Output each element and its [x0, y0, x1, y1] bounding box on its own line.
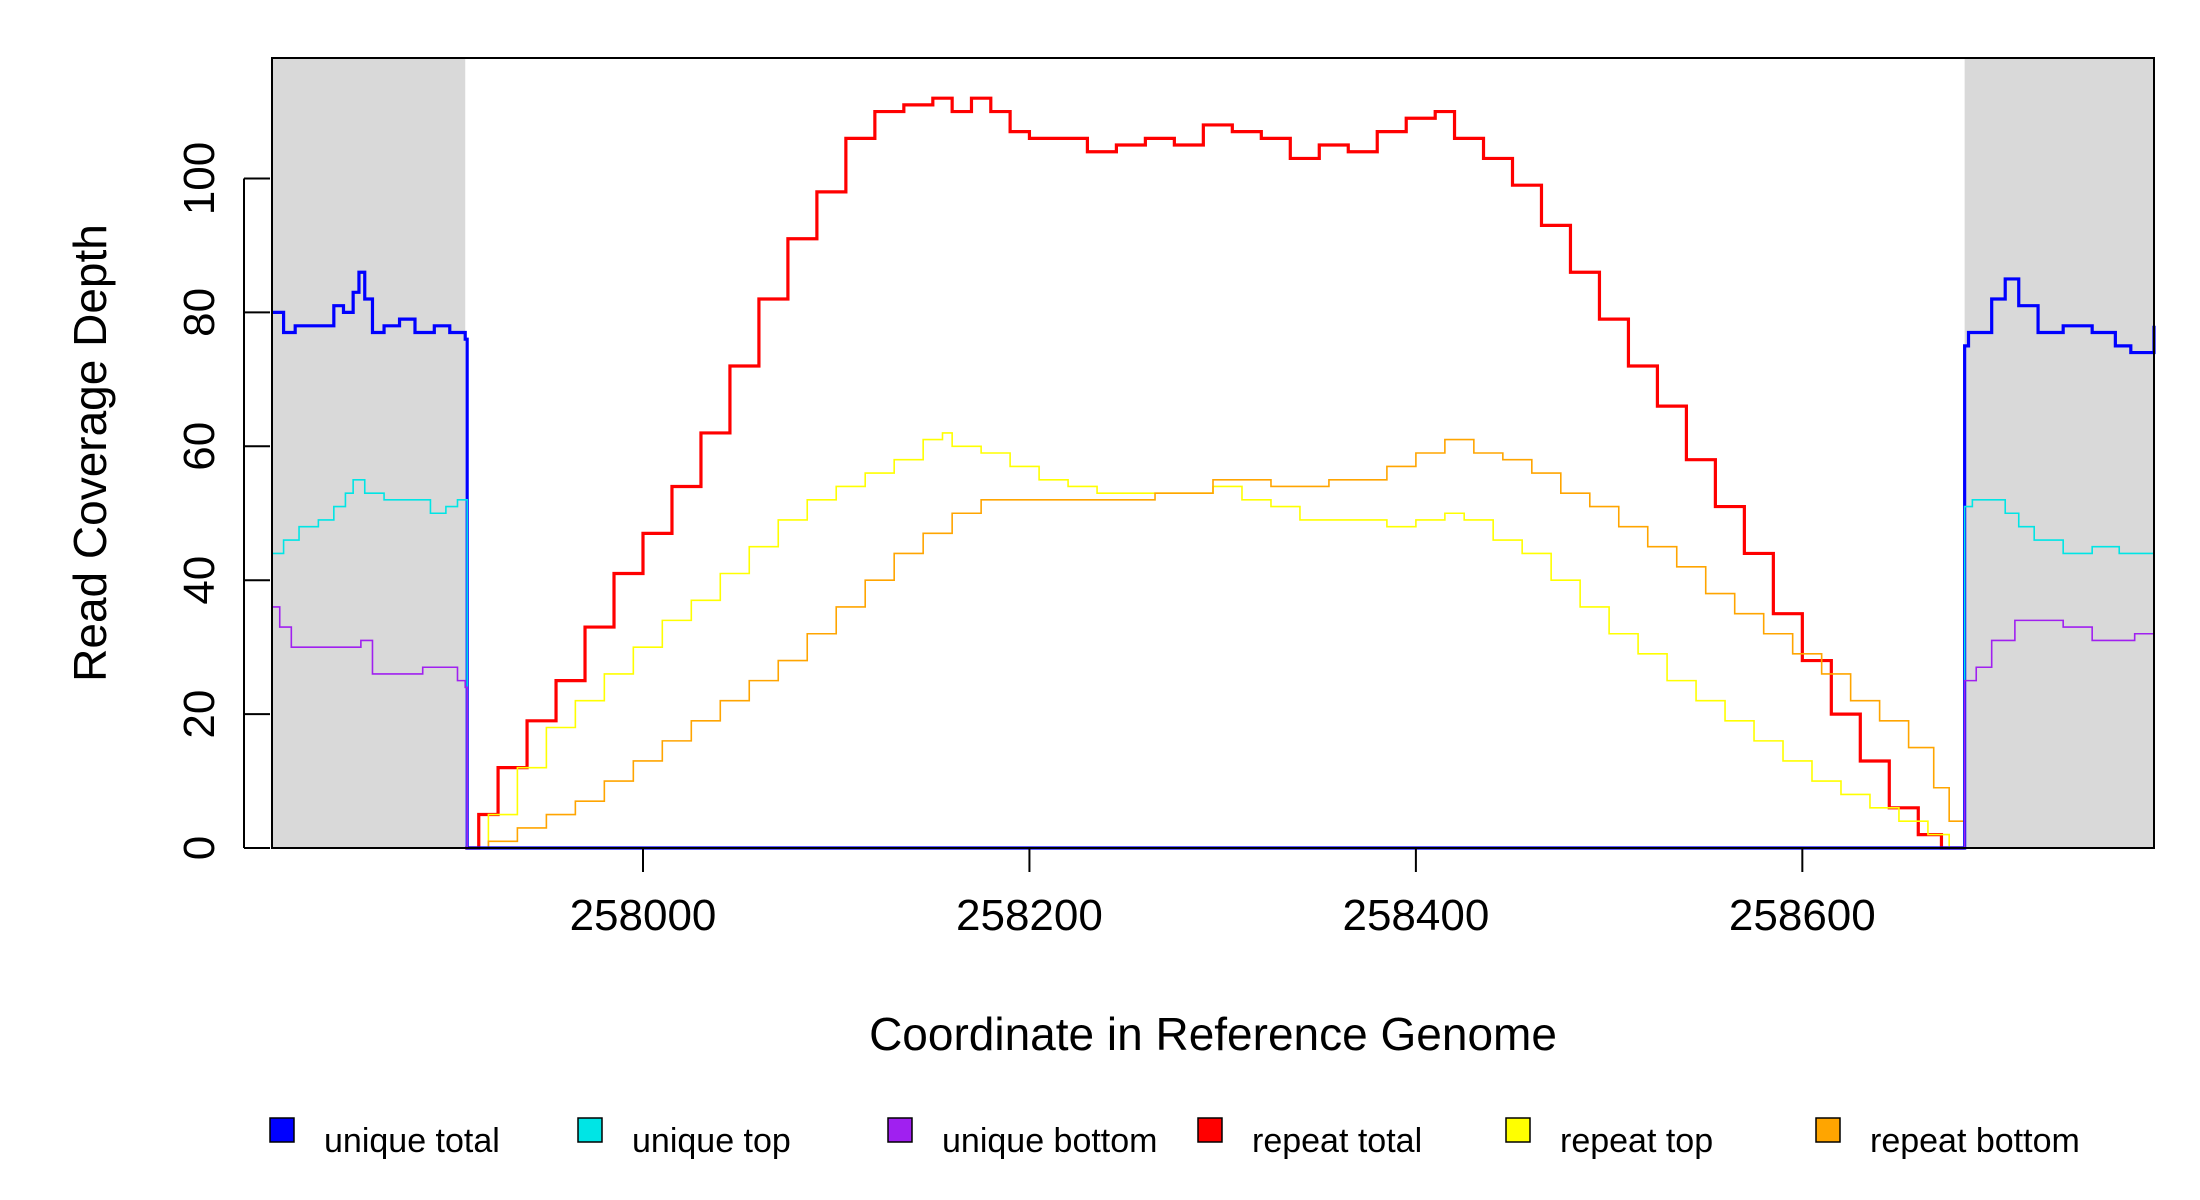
legend-label: repeat bottom [1870, 1122, 2080, 1160]
series-line-repeat-total [465, 96, 1965, 850]
x-tick-label: 258400 [1342, 891, 1489, 940]
plot-frame [271, 57, 2155, 849]
legend-label: unique top [632, 1122, 791, 1160]
x-tick-label: 258200 [956, 891, 1103, 940]
legend-swatch [577, 1117, 603, 1143]
series-line-repeat-top [465, 432, 1965, 849]
legend-swatch [887, 1117, 913, 1143]
shaded-region-1 [1964, 58, 2154, 848]
legend-label: repeat total [1252, 1122, 1422, 1160]
y-tick-label: 0 [175, 836, 224, 860]
y-tick-label: 100 [175, 142, 224, 215]
legend-swatch [1505, 1117, 1531, 1143]
x-tick-label: 258600 [1729, 891, 1876, 940]
series-line-unique-top [272, 478, 2155, 849]
y-tick-label: 40 [175, 556, 224, 605]
y-tick-label: 60 [175, 422, 224, 471]
legend-label: unique total [324, 1122, 500, 1160]
shaded-region-0 [272, 58, 466, 848]
y-tick-label: 20 [175, 690, 224, 739]
legend-swatch [1197, 1117, 1223, 1143]
series-line-unique-bottom [272, 606, 2155, 849]
legend-swatch [1815, 1117, 1841, 1143]
series-line-unique-total [272, 270, 2156, 850]
legend-swatch [269, 1117, 295, 1143]
legend-label: repeat top [1560, 1122, 1713, 1160]
y-tick-label: 80 [175, 288, 224, 337]
legend: unique total unique top unique bottom repea… [269, 1117, 2080, 1160]
x-axis-title: Coordinate in Reference Genome [869, 1008, 1557, 1060]
y-axis-title: Read Coverage Depth [64, 224, 116, 682]
x-tick-label: 258000 [570, 891, 717, 940]
series-line-repeat-bottom [465, 438, 1966, 849]
legend-label: unique bottom [942, 1122, 1158, 1160]
